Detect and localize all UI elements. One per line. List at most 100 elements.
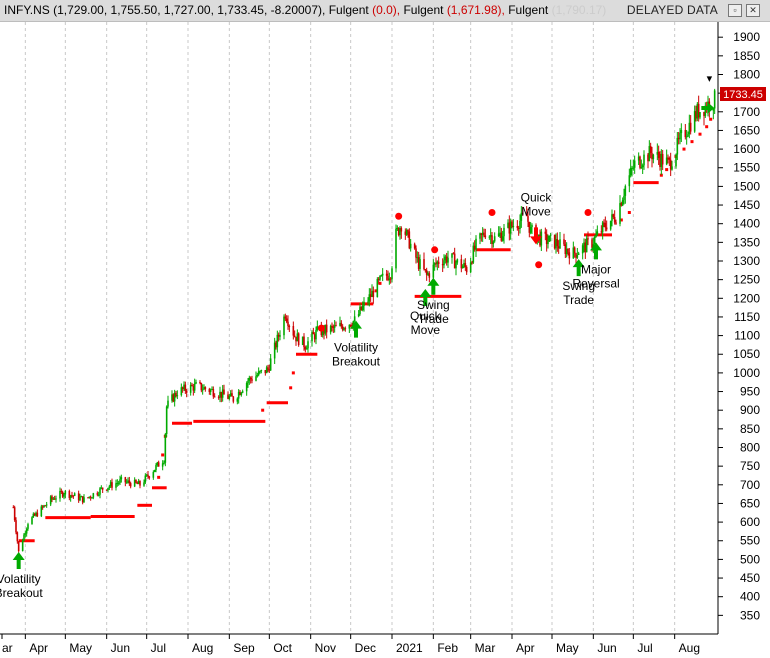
candle-body: [79, 497, 81, 501]
candle-body: [612, 214, 615, 217]
indicator-3-value: (1,790.17): [551, 3, 607, 17]
candle-body: [40, 506, 43, 517]
candle-body: [59, 490, 61, 499]
candle-body: [276, 334, 279, 348]
candle-body: [145, 474, 148, 476]
y-tick-label: 450: [740, 571, 760, 585]
candle-body: [385, 273, 388, 276]
x-tick-label: Jun: [597, 641, 616, 655]
signal-up-arrow-icon: [701, 102, 715, 115]
candle-body: [304, 347, 307, 350]
candle-body: [369, 294, 372, 298]
trailing-stop-dot: [709, 117, 713, 121]
candle-body: [212, 389, 215, 397]
candle-body: [660, 153, 663, 167]
candle-body: [581, 245, 584, 254]
candle-body: [559, 239, 561, 249]
candle-body: [268, 369, 271, 371]
candle-body: [25, 528, 28, 534]
candle-body: [508, 222, 511, 234]
candle-body: [69, 495, 72, 498]
candle-body: [183, 384, 185, 390]
candle-body: [685, 136, 688, 138]
candle-body: [633, 160, 636, 168]
y-tick-label: 1050: [733, 347, 760, 361]
candle-body: [232, 396, 235, 402]
candle-body: [260, 370, 263, 372]
candle-body: [404, 231, 407, 235]
candle-body: [517, 227, 520, 229]
signal-label: Trade: [563, 293, 594, 307]
candle-body: [601, 222, 604, 233]
candle-body: [60, 490, 63, 492]
candle-body: [428, 273, 431, 278]
trailing-stop-dot: [289, 386, 293, 390]
candle-body: [624, 186, 627, 196]
candle-body: [339, 322, 341, 326]
candle-body: [455, 262, 457, 269]
candle-body: [684, 129, 687, 138]
candle-body: [497, 233, 500, 237]
y-tick-label: 950: [740, 385, 760, 399]
candle-body: [172, 394, 175, 402]
signal-label: Volatility: [334, 341, 378, 355]
candle-body: [456, 259, 459, 263]
candle-body: [529, 226, 532, 233]
candle-body: [139, 480, 141, 486]
candle-body: [161, 463, 164, 467]
candle-body: [155, 465, 157, 470]
candle-body: [528, 221, 531, 233]
candle-body: [229, 393, 232, 397]
candle-body: [240, 392, 243, 395]
candle-body: [417, 257, 420, 269]
candle-body: [637, 156, 640, 161]
candle-body: [677, 137, 680, 140]
trailing-stop-dot: [665, 168, 669, 172]
candle-body: [557, 246, 560, 249]
restore-icon[interactable]: ▫: [728, 4, 742, 17]
candle-body: [275, 342, 277, 348]
candle-body: [144, 475, 147, 483]
candle-body: [475, 238, 477, 250]
candle-body: [575, 253, 577, 258]
grid-lines: [24, 22, 676, 634]
candle-body: [87, 497, 89, 499]
signal-label: Major: [581, 262, 611, 276]
signal-label: Swing: [417, 298, 450, 312]
candle-body: [116, 482, 119, 484]
candle-body: [367, 301, 369, 303]
high-markers: ▾: [317, 73, 713, 332]
candle-body: [671, 166, 673, 170]
candle-body: [143, 482, 145, 486]
candle-body: [129, 483, 132, 487]
candle-body: [105, 489, 108, 491]
candle-body: [125, 481, 128, 483]
candle-body: [609, 220, 612, 230]
y-tick-label: 550: [740, 534, 760, 548]
candle-body: [12, 507, 15, 509]
candle-body: [433, 263, 436, 265]
y-tick-label: 1900: [733, 30, 760, 44]
close-icon[interactable]: ✕: [746, 4, 760, 17]
candle-body: [23, 534, 25, 541]
candle-body: [480, 233, 483, 235]
candle-body: [461, 266, 464, 269]
candle-body: [245, 383, 248, 392]
candle-body: [208, 389, 211, 392]
candle-body: [153, 469, 156, 472]
signal-label: Reversal: [572, 276, 619, 290]
candle-body: [115, 483, 117, 488]
candle-body: [127, 480, 129, 482]
candle-body: [97, 494, 100, 496]
signal-label: Volatility: [0, 572, 41, 586]
candle-body: [521, 212, 524, 214]
candle-body: [211, 389, 213, 391]
y-tick-label: 750: [740, 459, 760, 473]
price-chart: ▾ VolatilityBreakoutVolatilityBreakoutQu…: [0, 22, 766, 655]
candle-body: [331, 325, 333, 327]
candle-body: [16, 532, 19, 542]
candle-body: [712, 108, 715, 111]
x-tick-label: May: [556, 641, 579, 655]
x-tick-label: ar: [2, 641, 13, 655]
